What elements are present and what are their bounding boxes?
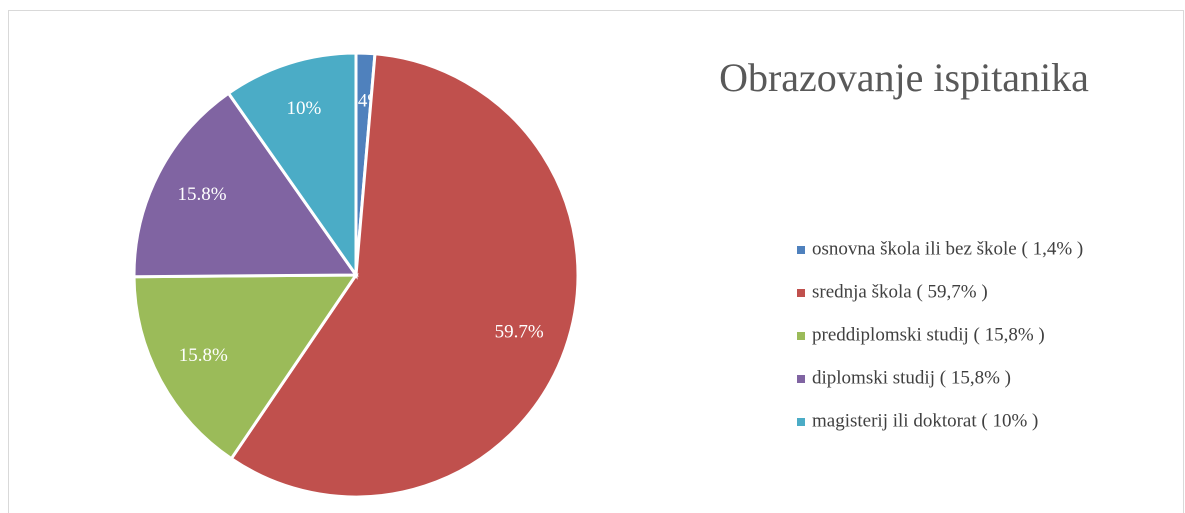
data-label: 10% (286, 98, 321, 119)
legend-swatch (797, 246, 805, 254)
legend-swatch (797, 375, 805, 383)
pie-slice (132, 91, 359, 279)
data-label: 15.8% (179, 345, 228, 366)
pie-slice (229, 52, 580, 499)
legend-swatch (797, 332, 805, 340)
pie-slice (132, 273, 359, 461)
legend-swatch (797, 289, 805, 297)
legend-label: preddiplomski studij ( 15,8% ) (812, 324, 1045, 345)
chart-frame (8, 10, 1184, 513)
chart-title: Obrazovanje ispitanika (719, 55, 1089, 100)
data-label: 15.8% (178, 184, 227, 205)
data-label: 59.7% (495, 321, 544, 342)
legend-label: diplomski studij ( 15,8% ) (812, 367, 1011, 388)
legend-label: magisterij ili doktorat ( 10% ) (812, 410, 1038, 431)
legend-label: osnovna škola ili bez škole ( 1,4% ) (812, 238, 1083, 259)
legend-label: srednja škola ( 59,7% ) (812, 281, 988, 302)
legend-swatch (797, 418, 805, 426)
pie-slice (226, 51, 358, 280)
